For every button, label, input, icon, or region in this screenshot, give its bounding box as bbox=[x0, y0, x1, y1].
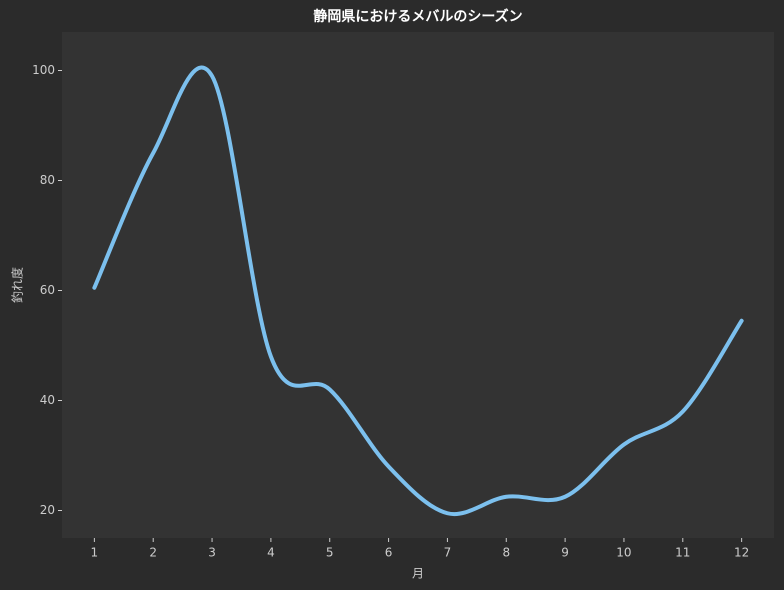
x-tick-label: 10 bbox=[616, 546, 631, 560]
y-tick-label: 100 bbox=[32, 63, 55, 77]
x-tick-label: 5 bbox=[326, 546, 334, 560]
x-tick-label: 9 bbox=[561, 546, 569, 560]
x-tick-label: 12 bbox=[734, 546, 749, 560]
x-tick-label: 8 bbox=[502, 546, 510, 560]
plot-area bbox=[62, 32, 774, 538]
y-tick-label: 40 bbox=[40, 393, 55, 407]
x-tick-label: 1 bbox=[91, 546, 99, 560]
x-tick-label: 6 bbox=[385, 546, 393, 560]
x-tick-label: 7 bbox=[444, 546, 452, 560]
x-tick-label: 11 bbox=[675, 546, 690, 560]
chart-title: 静岡県におけるメバルのシーズン bbox=[313, 8, 522, 25]
y-tick-label: 20 bbox=[40, 503, 55, 517]
x-axis-label: 月 bbox=[412, 567, 424, 581]
line-series bbox=[92, 65, 744, 517]
x-tick-label: 2 bbox=[149, 546, 157, 560]
y-axis-label: 釣れ度 bbox=[10, 267, 25, 303]
y-tick-label: 60 bbox=[40, 283, 55, 297]
y-tick-label: 80 bbox=[40, 173, 55, 187]
x-tick-label: 4 bbox=[267, 546, 275, 560]
x-tick-label: 3 bbox=[208, 546, 216, 560]
